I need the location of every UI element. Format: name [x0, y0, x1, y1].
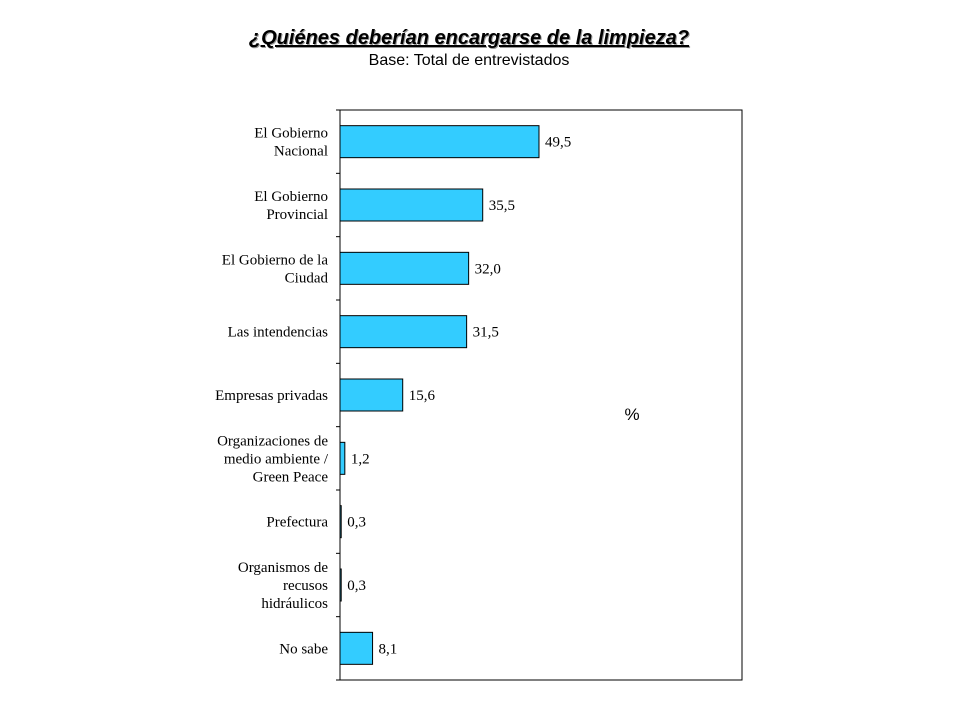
- category-label-8: Organismos de recusos hidráulicos: [238, 560, 328, 612]
- data-label-7: 0,3: [347, 515, 366, 531]
- bar-9: [339, 631, 374, 665]
- category-label-line: Organismos de: [238, 560, 328, 576]
- data-label-2: 35,5: [489, 198, 515, 214]
- category-label-line: No sabe: [279, 641, 328, 657]
- bar-8: [339, 568, 342, 602]
- category-label-line: medio ambiente /: [224, 451, 329, 467]
- category-label-line: El Gobierno de la: [222, 252, 329, 268]
- category-label-2: El Gobierno Provincial: [254, 189, 328, 223]
- category-label-1: El Gobierno Nacional: [254, 126, 328, 160]
- category-label-line: Prefectura: [266, 515, 328, 531]
- category-label-line: El Gobierno: [254, 126, 328, 142]
- category-label-line: Empresas privadas: [215, 388, 328, 404]
- category-label-line: Green Peace: [253, 469, 329, 485]
- data-label-4: 31,5: [473, 325, 499, 341]
- category-label-7: Prefectura: [266, 515, 328, 531]
- category-label-line: Ciudad: [285, 270, 329, 286]
- category-label-4: Las intendencias: [228, 325, 329, 341]
- bar-4: [339, 315, 468, 349]
- bar-7: [339, 505, 342, 539]
- category-label-line: Provincial: [266, 207, 328, 223]
- category-label-5: Empresas privadas: [215, 388, 328, 404]
- data-label-5: 15,6: [409, 388, 436, 404]
- bar-5: [339, 378, 404, 412]
- category-label-9: No sabe: [279, 641, 328, 657]
- chart-title: ¿Quiénes deberían encargarse de la limpi…: [248, 27, 690, 49]
- category-label-line: recusos: [283, 578, 328, 594]
- bar-3: [339, 251, 470, 285]
- category-label-line: hidráulicos: [261, 596, 328, 612]
- data-label-6: 1,2: [351, 451, 370, 467]
- axis-unit-label: %: [624, 405, 639, 424]
- data-label-1: 49,5: [545, 135, 571, 151]
- bar-6: [339, 441, 346, 475]
- bar-1: [339, 125, 540, 159]
- category-label-line: Nacional: [274, 144, 328, 160]
- data-label-3: 32,0: [475, 261, 501, 277]
- chart-subtitle: Base: Total de entrevistados: [368, 52, 570, 69]
- category-label-line: Organizaciones de: [217, 433, 328, 449]
- category-label-6: Organizaciones de medio ambiente / Green P…: [217, 433, 329, 485]
- category-label-3: El Gobierno de la Ciudad: [222, 252, 329, 286]
- data-label-8: 0,3: [347, 578, 366, 594]
- bar-2: [339, 188, 484, 222]
- category-label-line: Las intendencias: [228, 325, 329, 341]
- data-label-9: 8,1: [379, 641, 398, 657]
- category-label-line: El Gobierno: [254, 189, 328, 205]
